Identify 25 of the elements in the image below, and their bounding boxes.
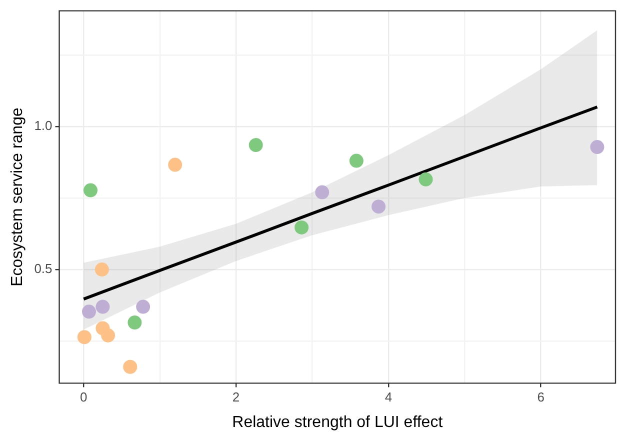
point — [590, 140, 604, 154]
point — [123, 360, 138, 374]
point — [248, 138, 263, 152]
x-tick-label: 0 — [80, 390, 88, 405]
x-tick-label: 2 — [232, 390, 240, 405]
y-axis-title: Ecosystem service range — [9, 108, 26, 286]
point — [101, 328, 116, 342]
point — [82, 304, 96, 319]
point — [94, 262, 109, 277]
point — [294, 220, 309, 234]
x-tick-label: 4 — [384, 390, 392, 405]
x-axis-title: Relative strength of LUI effect — [232, 414, 444, 431]
point — [77, 330, 92, 344]
point — [168, 158, 182, 172]
point — [349, 154, 364, 168]
point — [84, 183, 98, 198]
y-tick-label: 1.0 — [34, 118, 52, 134]
point — [96, 300, 110, 314]
point — [418, 172, 433, 186]
point — [372, 200, 386, 214]
y-tick-label: 0.5 — [34, 261, 52, 276]
point — [315, 185, 330, 200]
point — [128, 316, 142, 330]
point — [136, 300, 150, 314]
x-tick-label: 6 — [537, 390, 544, 405]
